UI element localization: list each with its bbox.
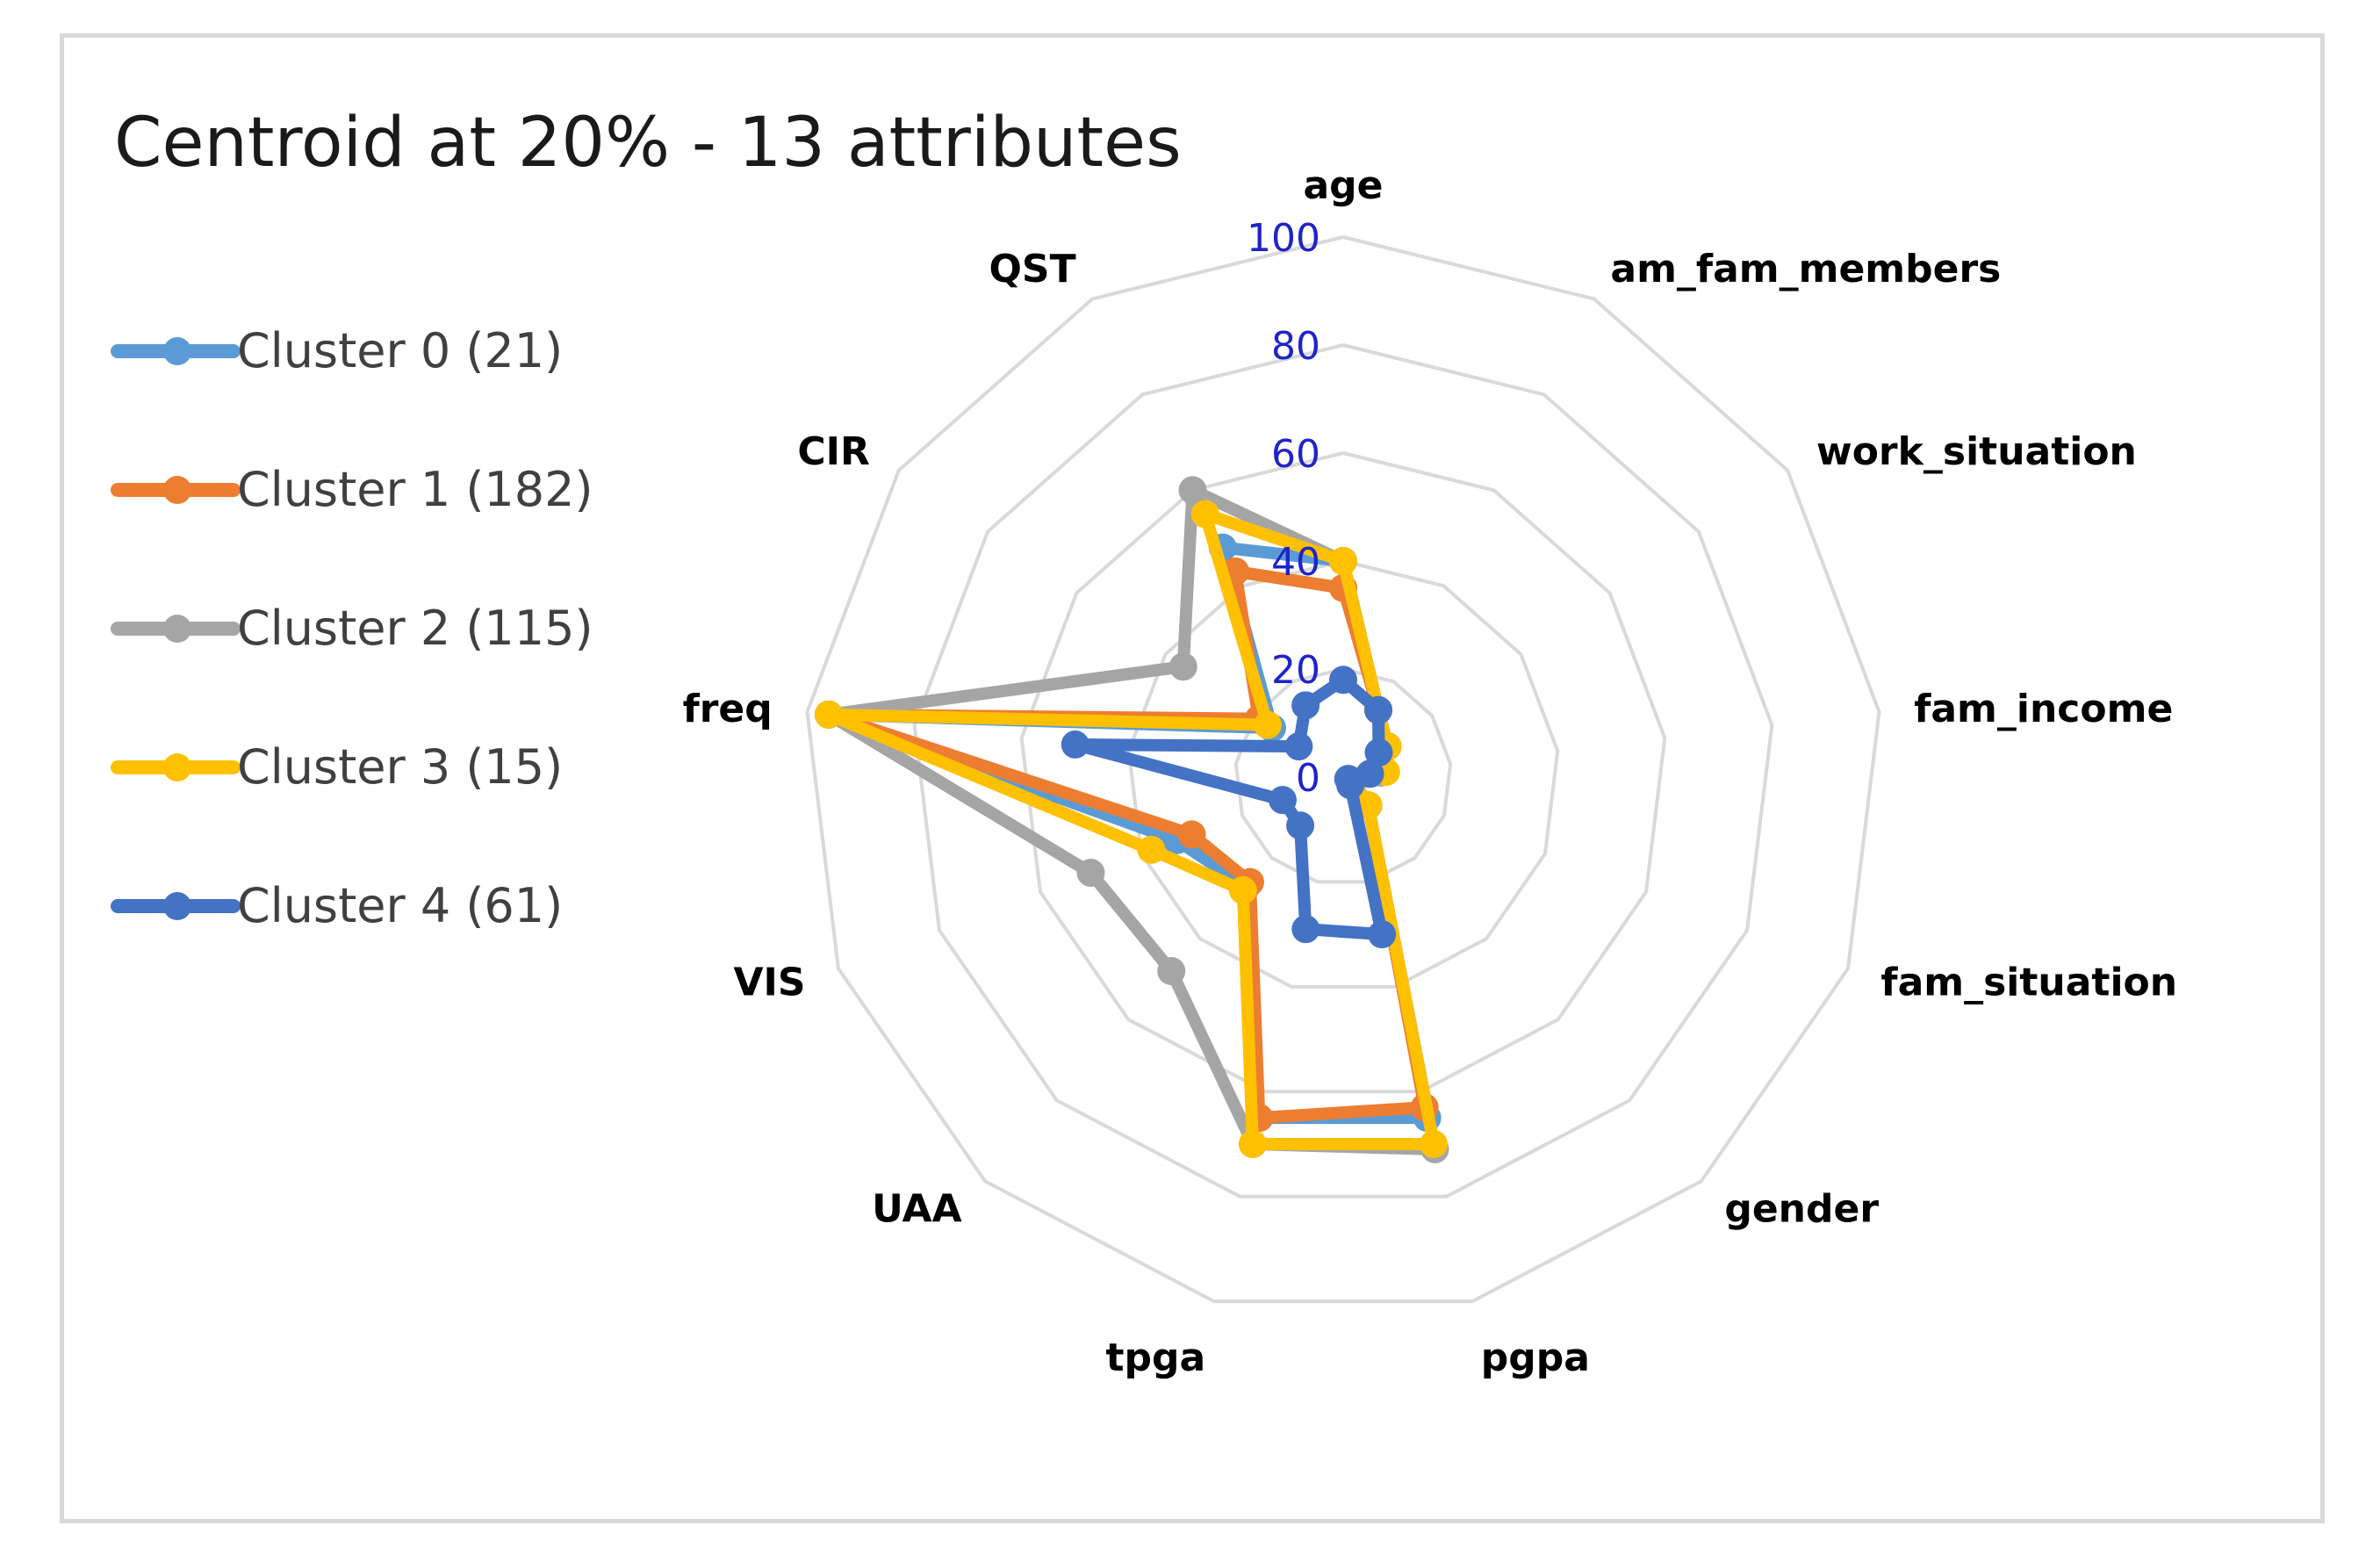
data-point-cluster-4-am-fam-members [1364, 695, 1393, 724]
axis-label-gender: gender [1724, 1186, 1879, 1231]
axis-label-vis: VIS [733, 960, 805, 1004]
data-point-cluster-2-cir [1168, 652, 1197, 681]
tick-label-100: 100 [1247, 216, 1320, 261]
legend-label-cluster-4: Cluster 4 (61) [237, 878, 564, 933]
axis-label-work-situation: work_situation [1816, 429, 2137, 474]
axis-label-freq: freq [683, 687, 773, 731]
tick-label-40: 40 [1271, 540, 1320, 585]
data-point-cluster-4-work-situation [1364, 738, 1393, 767]
legend-label-cluster-3: Cluster 3 (15) [237, 739, 564, 795]
axis-label-pgpa: pgpa [1481, 1335, 1590, 1380]
data-point-cluster-4-age [1329, 666, 1357, 695]
legend-label-cluster-1: Cluster 1 (182) [237, 462, 593, 517]
legend-marker-cluster-2 [111, 615, 241, 643]
legend-label-cluster-2: Cluster 2 (115) [237, 601, 593, 656]
data-point-cluster-3-age [1329, 547, 1357, 575]
data-point-cluster-4-gender [1336, 771, 1365, 800]
data-point-cluster-3-pgpa [1420, 1129, 1449, 1158]
data-point-cluster-3-qst [1190, 500, 1219, 529]
data-point-cluster-3-cir [1253, 710, 1282, 739]
data-point-cluster-3-uaa [1228, 875, 1257, 904]
legend-marker-cluster-4 [111, 892, 241, 920]
axis-label-fam-situation: fam_situation [1880, 960, 2177, 1004]
legend-marker-cluster-1 [111, 476, 241, 504]
legend-marker-cluster-3 [111, 753, 241, 781]
data-point-cluster-4-uaa [1286, 811, 1315, 840]
data-point-cluster-2-vis [1076, 859, 1105, 888]
data-point-cluster-2-qst [1178, 476, 1207, 505]
data-point-cluster-4-vis [1268, 786, 1297, 815]
data-point-cluster-3-tpga [1238, 1129, 1267, 1158]
axis-label-tpga: tpga [1106, 1335, 1206, 1380]
tick-label-80: 80 [1271, 324, 1320, 369]
axis-label-cir: CIR [797, 429, 870, 474]
data-point-cluster-4-cir [1284, 732, 1313, 761]
gridline-100 [805, 234, 1881, 1304]
gridline-60 [1019, 450, 1667, 1094]
legend-label-cluster-0: Cluster 0 (21) [237, 323, 564, 378]
data-point-cluster-3-vis [1137, 835, 1166, 864]
axis-label-am-fam-members: am_fam_members [1610, 247, 2001, 292]
axis-label-qst: QST [989, 247, 1075, 292]
tick-label-60: 60 [1271, 432, 1320, 477]
data-point-cluster-1-vis [1177, 820, 1206, 849]
series-line-cluster-0 [822, 541, 1434, 1125]
data-point-cluster-4-tpga [1291, 915, 1320, 944]
tick-label-0: 0 [1296, 756, 1320, 801]
data-point-cluster-4-qst [1291, 691, 1320, 720]
data-point-cluster-4-pgpa [1368, 920, 1397, 949]
data-point-cluster-4-freq [1061, 730, 1089, 759]
data-point-cluster-3-freq [814, 700, 843, 729]
chart-title: Centroid at 20% - 13 attributes [114, 104, 1182, 183]
data-point-cluster-2-uaa [1157, 956, 1186, 985]
tick-label-20: 20 [1271, 648, 1320, 693]
axis-label-fam-income: fam_income [1914, 687, 2173, 731]
axis-label-age: age [1303, 163, 1383, 208]
gridline-80 [912, 342, 1774, 1198]
legend-marker-cluster-0 [111, 337, 241, 365]
axis-label-uaa: UAA [872, 1186, 961, 1231]
